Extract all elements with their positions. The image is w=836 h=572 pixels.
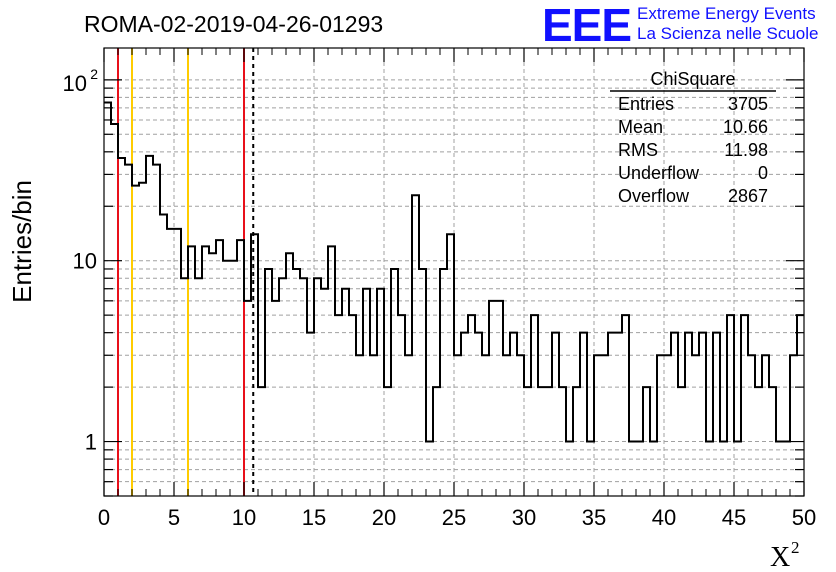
stats-row-value: 10.66 [723, 117, 768, 137]
histogram-outline [104, 101, 804, 443]
x-tick-label: 45 [722, 505, 746, 530]
x-axis-label-text: X [770, 542, 790, 572]
eee-logo-mark: EEE [542, 0, 632, 51]
y-axis-label: Entries/bin [7, 180, 37, 303]
stats-row-label: Entries [618, 94, 674, 114]
stats-row-value: 11.98 [724, 140, 768, 160]
stats-row-label: Overflow [618, 186, 690, 206]
y-tick-label-superscript: 2 [90, 66, 98, 82]
stats-row-label: Underflow [618, 163, 700, 183]
stats-box-rows: Entries 3705 Mean 10.66 RMS 11.98 Underflow 0 Ov… [618, 94, 768, 206]
x-tick-label: 25 [442, 505, 466, 530]
eee-logo-line2: La Scienza nelle Scuole [637, 24, 819, 43]
vertical-marker-lines [117, 48, 255, 496]
y-tick-label: 1 [85, 430, 97, 455]
x-tick-label: 50 [792, 505, 816, 530]
x-tick-label: 30 [512, 505, 536, 530]
eee-logo: EEE Extreme Energy Events La Scienza nel… [540, 0, 836, 51]
x-tick-label: 5 [168, 505, 180, 530]
stats-row-value: 2867 [728, 186, 768, 206]
x-tick-label: 10 [232, 505, 256, 530]
chart-title: ROMA-02-2019-04-26-01293 [84, 11, 383, 37]
x-axis-label: X 2 [770, 538, 800, 572]
stats-row-value: 0 [758, 163, 768, 183]
x-axis-label-superscript: 2 [791, 538, 800, 557]
x-tick-label: 15 [302, 505, 326, 530]
stats-row-label: Mean [618, 117, 663, 137]
stats-row-label: RMS [618, 140, 658, 160]
x-tick-label: 0 [98, 505, 110, 530]
x-tick-label: 40 [652, 505, 676, 530]
stats-row-value: 3705 [728, 94, 768, 114]
y-tick-label: 10 [73, 249, 97, 274]
stats-box: ChiSquare Entries 3705 Mean 10.66 RMS 11.98 Un… [610, 69, 776, 206]
y-tick-label: 10 [63, 71, 87, 96]
x-tick-label: 20 [372, 505, 396, 530]
stats-box-title: ChiSquare [650, 69, 735, 89]
x-tick-label: 35 [582, 505, 606, 530]
eee-logo-line1: Extreme Energy Events [637, 4, 816, 23]
